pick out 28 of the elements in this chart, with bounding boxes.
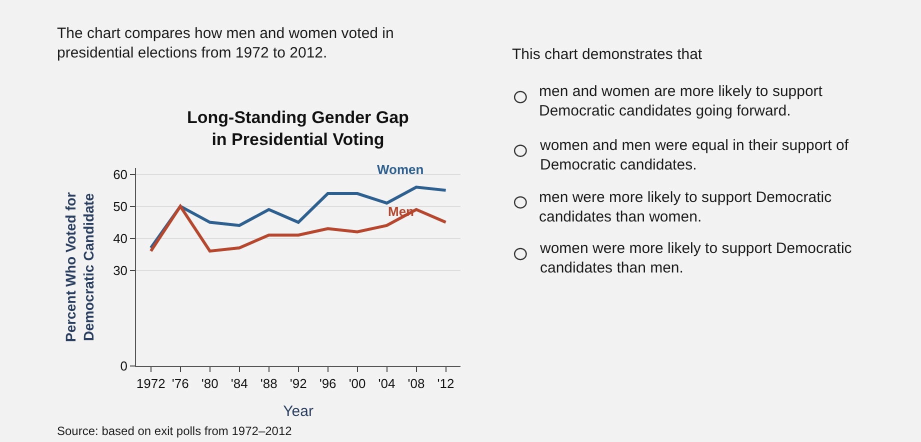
chart-title: Long-Standing Gender Gap in Presidential Voting (187, 108, 409, 150)
x-tick-label: '84 (230, 376, 248, 391)
y-tick-label: 30 (113, 262, 128, 278)
line-series (149, 204, 448, 253)
x-tick-label: '92 (290, 376, 307, 391)
x-tick-label: '88 (260, 376, 278, 391)
y-tick-label: 40 (113, 230, 128, 246)
y-axis-title: Percent Who Voted for Democratic Candidate (62, 192, 97, 342)
x-tick-label: '00 (348, 376, 366, 391)
source-note: Source: based on exit polls from 1972–2012 (57, 424, 292, 438)
x-tick-label: '80 (201, 376, 218, 391)
y-tick-label: 0 (120, 358, 128, 374)
y-tick-label: 60 (113, 166, 128, 182)
text: men and women are more likely to support Democratic candidates going forward. (539, 83, 824, 120)
text: men were more likely to support Democratic candidates than women. (539, 189, 832, 226)
x-tick-label: '08 (408, 376, 425, 391)
x-tick-label: '04 (378, 376, 396, 391)
text: women and men were equal in their support of Democratic candidates. (539, 137, 850, 174)
x-tick-label: '96 (319, 376, 336, 391)
series-label: Women (377, 162, 424, 177)
x-axis-title: Year (283, 402, 314, 420)
text: The chart compares how men and women voted in presidential elections from 1972 to 2012. (57, 25, 394, 62)
x-tick-label: '12 (437, 376, 454, 391)
text: This chart demonstrates that (512, 46, 703, 63)
text: women were more likely to support Democratic candidates than men. (539, 240, 852, 276)
y-tick-label: 50 (113, 198, 128, 214)
x-tick-label: '76 (172, 376, 189, 391)
x-tick-label: 1972 (136, 376, 166, 391)
